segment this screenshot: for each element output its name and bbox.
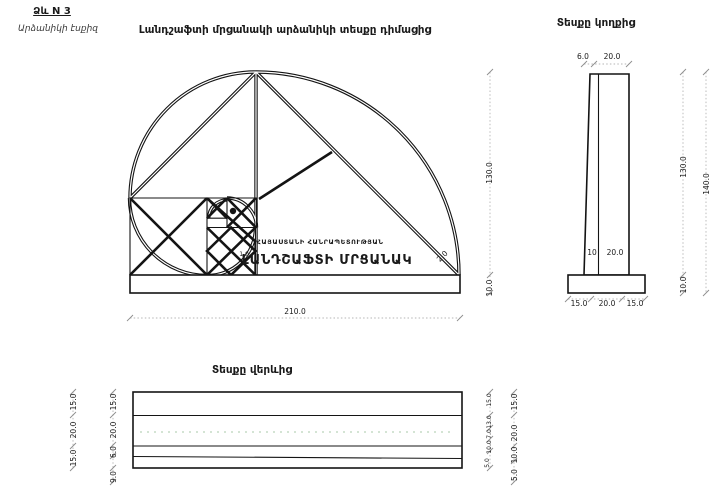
dim-label-plan-ri-3: 7.0 xyxy=(486,429,493,439)
dim-label-side-base-left: 15.0 xyxy=(571,299,588,308)
engraving-line-1: ՀԱՅԱՍՏԱՆԻ ՀԱՆՐԱՊԵՏՈՒԹՅԱՆ xyxy=(257,238,384,246)
side-base-dimension-ticks xyxy=(564,295,649,303)
dim-label-plan-ri-4: 10.0 xyxy=(486,440,493,454)
dim-label-plan-ro-3: 10.0 xyxy=(510,446,519,463)
plan-right-dimension-ticks xyxy=(486,388,518,486)
dim-label-spiral-unit: 1.0 xyxy=(239,251,249,258)
side-column-outline xyxy=(583,73,630,276)
dim-label-side-body-height: 130.0 xyxy=(679,156,688,178)
front-dimension-lines xyxy=(130,72,491,319)
dim-label-plan-lo-2: 20.0 xyxy=(69,421,78,438)
side-height-dimension-ticks xyxy=(679,68,710,297)
spiral-center-dot xyxy=(229,207,237,215)
front-pedestal xyxy=(129,274,461,294)
dim-label-plan-ri-5: 5.0 xyxy=(484,458,491,468)
dim-label-side-base-right: 15.0 xyxy=(627,299,644,308)
dim-label-front-base-height: 10.0 xyxy=(485,279,494,296)
dim-label-front-height: 130.0 xyxy=(485,162,494,184)
dim-label-plan-lo-1: 15.0 xyxy=(69,393,78,410)
side-view-title: Տեսքը կողքից xyxy=(557,17,636,29)
dim-label-side-base-mid: 20.0 xyxy=(599,299,616,308)
top-view-drawing: Տեսքը վերևից 15.0 20.0 15.0 15.0 20.0 6.… xyxy=(69,364,519,486)
plan-right-dimension-lines xyxy=(489,392,515,482)
dim-label-side-bottom-offset: 10 xyxy=(587,248,597,257)
dim-label-plan-ri-1: 15.0 xyxy=(486,393,493,407)
plan-band-lines xyxy=(132,414,463,460)
top-view-title: Տեսքը վերևից xyxy=(212,364,292,376)
engraving-line-2: ԼԱՆԴՇԱՖՏԻ ՄՐՑԱՆԱԿ xyxy=(242,253,413,268)
dim-label-side-top-width: 20.0 xyxy=(604,52,621,61)
side-pedestal xyxy=(567,274,646,294)
side-top-dimension-ticks xyxy=(580,60,633,68)
form-number-label: Ձև N 3 xyxy=(33,6,71,17)
dim-label-plan-li-3: 6.0 xyxy=(109,446,118,458)
dim-label-side-bottom-width: 20.0 xyxy=(607,248,624,257)
dim-label-side-base-height: 10.0 xyxy=(679,276,688,293)
dim-label-plan-ro-4: 5.0 xyxy=(510,469,519,481)
side-view-drawing: Տեսքը կողքից 6.0 20.0 10 20.0 15.0 20.0 … xyxy=(557,17,711,308)
dim-label-side-total-height: 140.0 xyxy=(702,173,711,195)
sketch-subtitle-label: Արձանիկի էսքիզ xyxy=(18,24,98,34)
dim-label-plan-ri-2: 13.0 xyxy=(486,415,493,429)
dim-label-plan-ro-1: 15.0 xyxy=(510,393,519,410)
front-dimension-ticks xyxy=(126,68,494,322)
front-view-drawing: Լանդշաֆտի մրցանակի արձանիկի տեսքը դիմացի… xyxy=(126,24,494,322)
plan-outline xyxy=(132,391,463,469)
plan-left-dimension-lines xyxy=(72,392,114,482)
dim-label-front-base-width: 210.0 xyxy=(284,307,306,316)
plan-left-dimension-ticks xyxy=(69,388,117,486)
sheet-header: Ձև N 3 Արձանիկի էսքիզ xyxy=(18,6,98,34)
dim-label-plan-li-4: 9.0 xyxy=(109,471,118,483)
dim-label-side-top-offset: 6.0 xyxy=(577,52,589,61)
dim-label-plan-li-1: 15.0 xyxy=(109,393,118,410)
front-view-title: Լանդշաֆտի մրցանակի արձանիկի տեսքը դիմացի… xyxy=(139,24,432,36)
dim-label-plan-ro-2: 20.0 xyxy=(510,424,519,441)
dim-label-plan-li-2: 20.0 xyxy=(109,421,118,438)
dim-label-plan-lo-3: 15.0 xyxy=(69,449,78,466)
